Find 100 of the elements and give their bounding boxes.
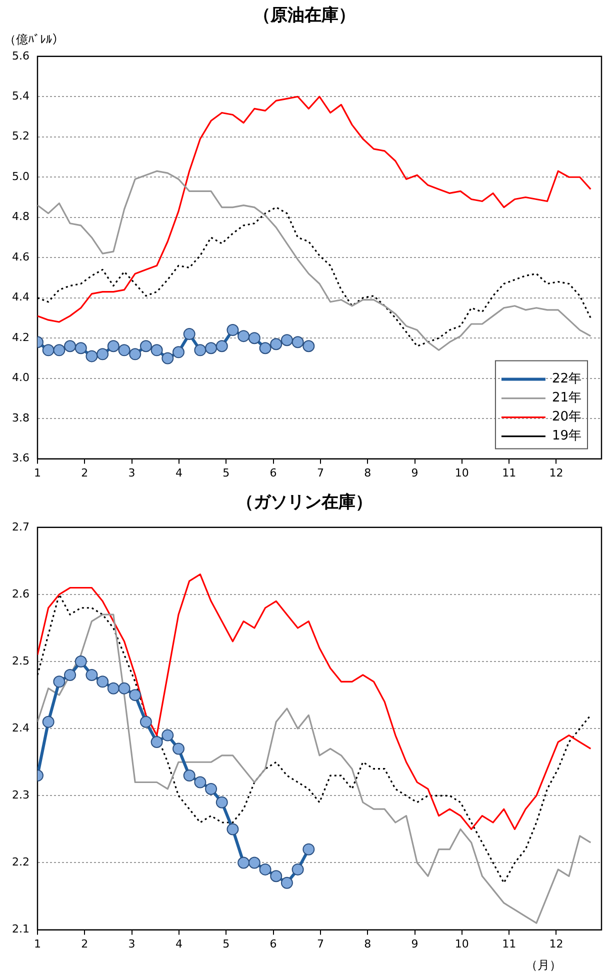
point (64, 340, 76, 352)
x-tick-label: 6 (270, 937, 277, 950)
point (86, 350, 98, 362)
y-tick-label: 4.8 (12, 210, 30, 224)
point (248, 332, 260, 344)
point (96, 348, 109, 360)
y-tick-label: 2.6 (12, 587, 30, 600)
x-tick-label: 9 (411, 466, 418, 480)
point (205, 782, 218, 795)
point (172, 346, 184, 358)
y-tick-label: 4.4 (12, 290, 30, 304)
y-axis-title: （億ﾊﾞﾚﾙ） (4, 32, 64, 47)
point (140, 340, 152, 352)
point (107, 340, 120, 352)
x-tick-label: 3 (128, 466, 136, 480)
y-tick-label: 4.0 (12, 371, 30, 384)
x-tick-label: 5 (222, 937, 230, 950)
point (226, 324, 239, 336)
point (194, 344, 206, 356)
point (162, 729, 174, 742)
point (205, 342, 218, 354)
x-tick-label: 9 (411, 937, 418, 950)
y-tick-label: 5.4 (12, 90, 30, 102)
chart-title: （原油在庫） (254, 6, 356, 26)
point (280, 876, 293, 889)
x-tick-label: 11 (502, 466, 516, 480)
y-tick-label: 2.3 (12, 788, 30, 802)
point (150, 736, 163, 748)
point (140, 716, 152, 728)
y-tick-label: 3.8 (12, 411, 30, 424)
point (53, 676, 66, 688)
legend-label: 22年 (552, 372, 582, 387)
point (292, 863, 304, 876)
point (74, 342, 87, 354)
x-tick-label: 6 (270, 466, 277, 480)
x-tick-label: 2 (81, 466, 88, 480)
point (259, 863, 272, 876)
point (194, 776, 206, 788)
x-tick-label: 1 (34, 466, 41, 480)
point (53, 344, 66, 356)
point (183, 770, 196, 782)
point (226, 823, 239, 836)
point (259, 342, 272, 354)
x-tick-label: 4 (175, 937, 182, 950)
point (248, 856, 260, 869)
x-tick-label: 5 (222, 466, 230, 480)
point (292, 336, 304, 348)
point (118, 682, 130, 694)
point (270, 338, 282, 350)
y-tick-label: 4.2 (12, 330, 30, 344)
point (74, 656, 87, 668)
x-tick-label: 7 (316, 466, 324, 480)
point (216, 796, 228, 808)
y-tick-label: 5.0 (12, 170, 30, 183)
point (302, 340, 315, 352)
point (216, 340, 228, 352)
x-tick-label: 12 (549, 937, 564, 950)
point (302, 843, 315, 856)
point (42, 716, 54, 728)
x-tick-label: 3 (128, 937, 136, 950)
x-tick-label: 12 (549, 466, 564, 480)
y-tick-label: 2.2 (12, 856, 30, 869)
x-tick-label: 10 (454, 937, 469, 950)
point (280, 334, 293, 346)
x-tick-label: 8 (364, 466, 372, 480)
point (64, 668, 76, 681)
x-tick-label: 2 (81, 937, 88, 950)
point (96, 676, 109, 688)
y-tick-label: 4.6 (12, 250, 30, 264)
y-tick-label: 5.2 (12, 130, 30, 143)
point (129, 348, 142, 360)
x-tick-label: 10 (454, 466, 469, 480)
x-tick-label: 1 (34, 937, 41, 950)
legend-label: 21年 (552, 390, 582, 406)
chart-title: （ガソリン在庫） (236, 492, 372, 513)
point (42, 344, 54, 356)
y-tick-label: 2.7 (12, 520, 30, 534)
y-tick-label: 2.1 (12, 922, 30, 936)
legend-label: 19年 (552, 428, 582, 444)
point (162, 352, 174, 364)
point (107, 682, 120, 694)
x-axis-title: （月） (526, 958, 562, 972)
legend-label: 20年 (552, 410, 582, 425)
point (183, 328, 196, 340)
point (129, 689, 142, 702)
x-tick-label: 8 (364, 937, 372, 950)
point (150, 344, 163, 356)
x-tick-label: 4 (175, 466, 182, 480)
y-tick-label: 3.6 (12, 452, 30, 465)
y-tick-label: 2.4 (12, 721, 30, 734)
x-tick-label: 11 (502, 937, 516, 950)
x-tick-label: 7 (316, 937, 324, 950)
point (238, 856, 250, 869)
point (172, 742, 184, 755)
point (86, 668, 98, 681)
point (270, 870, 282, 882)
y-tick-label: 2.5 (12, 654, 30, 668)
point (238, 330, 250, 342)
y-tick-label: 5.6 (12, 49, 30, 62)
point (118, 344, 130, 356)
